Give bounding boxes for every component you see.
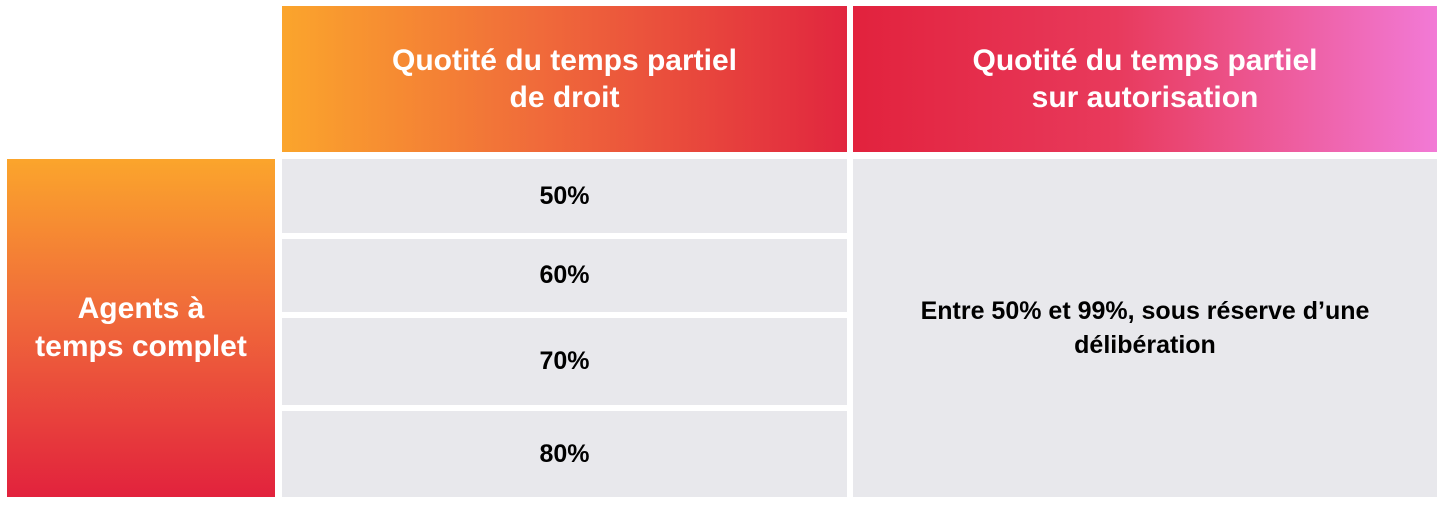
- cell-value: 60%: [539, 261, 590, 289]
- table-cell-quotite-50: 50%: [282, 159, 847, 233]
- table-cell-quotite-60: 60%: [282, 239, 847, 312]
- table-cell-quotite-80: 80%: [282, 411, 847, 497]
- table-cell-autorisation-range: Entre 50% et 99%, sous réserve d’une dél…: [853, 159, 1437, 497]
- table-cell-quotite-70: 70%: [282, 318, 847, 405]
- cell-value: Entre 50% et 99%, sous réserve d’une dél…: [920, 297, 1370, 359]
- cell-value: 50%: [539, 181, 590, 210]
- row-header-label: Agents à temps complet: [35, 292, 247, 363]
- column-header-sur-autorisation: Quotité du temps partiel sur autorisatio…: [853, 6, 1437, 152]
- column-header-de-droit: Quotité du temps partiel de droit: [282, 6, 847, 152]
- cell-value: 80%: [539, 439, 590, 468]
- column-header-label: Quotité du temps partiel sur autorisatio…: [972, 44, 1318, 114]
- row-header-agents-temps-complet: Agents à temps complet: [7, 159, 275, 497]
- cell-value: 70%: [539, 347, 590, 375]
- column-header-label: Quotité du temps partiel de droit: [391, 44, 738, 114]
